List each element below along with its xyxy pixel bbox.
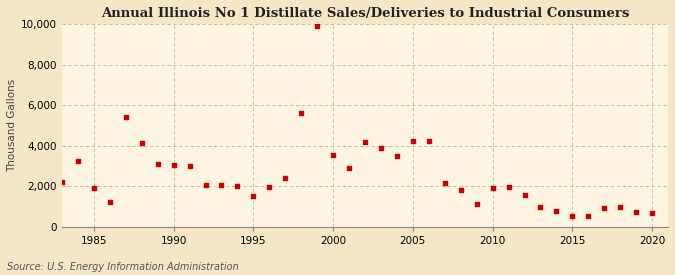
Point [57,180,68,185]
Point [280,176,291,180]
Point [551,208,562,213]
Point [583,214,594,218]
Point [216,183,227,188]
Point [344,166,354,170]
Point [392,154,402,158]
Point [567,214,578,218]
Point [105,199,115,204]
Point [232,184,243,189]
Point [456,188,466,193]
Point [615,205,626,209]
Point [248,193,259,198]
Point [184,164,195,168]
Point [408,139,418,143]
Point [72,159,83,163]
Point [647,211,657,215]
Point [630,210,641,214]
Point [328,153,339,157]
Point [120,115,131,120]
Point [312,24,323,28]
Point [375,145,386,150]
Point [487,186,498,191]
Point [471,202,482,206]
Text: Source: U.S. Energy Information Administration: Source: U.S. Energy Information Administ… [7,262,238,272]
Point [296,111,306,116]
Point [423,139,434,143]
Point [200,183,211,188]
Point [503,185,514,190]
Point [168,163,179,167]
Point [360,139,371,144]
Point [153,162,163,166]
Point [439,181,450,186]
Point [519,192,530,197]
Point [599,205,610,210]
Point [264,185,275,190]
Title: Annual Illinois No 1 Distillate Sales/Deliveries to Industrial Consumers: Annual Illinois No 1 Distillate Sales/De… [101,7,629,20]
Point [136,141,147,145]
Y-axis label: Thousand Gallons: Thousand Gallons [7,79,17,172]
Point [535,205,546,209]
Point [88,186,99,191]
